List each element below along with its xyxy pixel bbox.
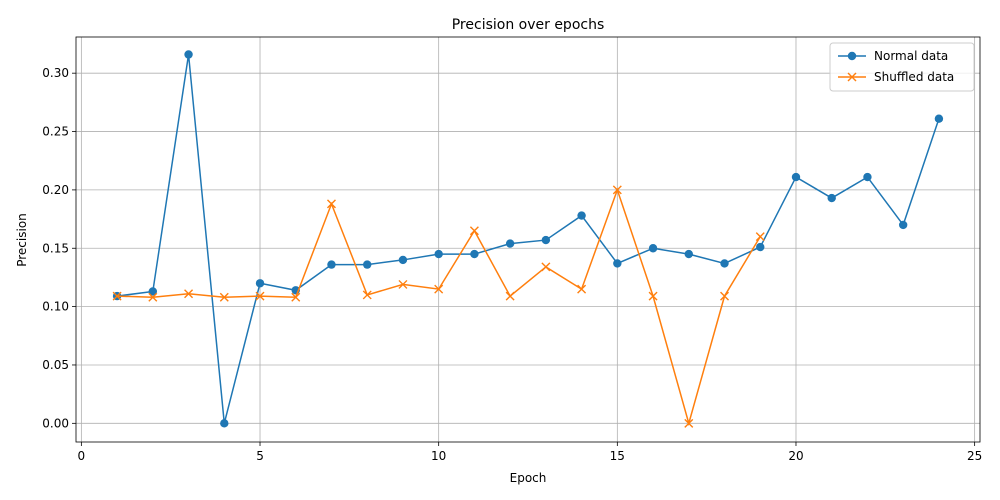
- plot-area-frame: [75, 36, 981, 443]
- data-point-shuffled-data: [184, 289, 194, 299]
- data-point-shuffled-data: [469, 226, 479, 236]
- legend-item-shuffled-data: Shuffled data: [838, 70, 954, 84]
- data-point-normal-data: [327, 260, 336, 269]
- data-point-normal-data: [541, 235, 551, 245]
- x-axis-ticks: 0 5 10 15 20 25: [78, 442, 982, 463]
- data-point-shuffled-data: [326, 199, 336, 209]
- data-point-normal-data: [220, 419, 229, 428]
- data-point-normal-data: [863, 172, 872, 182]
- data-point-normal-data: [720, 259, 729, 268]
- data-point-normal-data: [470, 249, 479, 259]
- legend-box: [829, 42, 975, 92]
- data-point-shuffled-data: [505, 291, 515, 301]
- y-tick-label: 0.15: [42, 241, 69, 255]
- data-point-normal-data: [148, 287, 158, 296]
- x-tick-label: 15: [610, 449, 625, 463]
- data-point-normal-data: [684, 249, 693, 259]
- data-point-normal-data: [827, 193, 836, 203]
- data-point-shuffled-data: [684, 418, 694, 428]
- y-axis-ticks: 0.00 0.05 0.10 0.15 0.20 0.25 0.30: [42, 66, 76, 430]
- data-point-shuffled-data: [648, 291, 658, 301]
- y-tick-label: 0.25: [42, 125, 69, 139]
- y-tick-label: 0.20: [42, 183, 69, 197]
- data-point-shuffled-data: [362, 290, 372, 300]
- chart-title: Precision over epochs: [452, 17, 605, 33]
- data-point-shuffled-data: [755, 232, 765, 242]
- data-point-shuffled-data: [541, 262, 551, 272]
- data-point-shuffled-data: [112, 291, 122, 301]
- data-point-normal-data: [934, 114, 944, 123]
- data-point-normal-data: [505, 239, 515, 248]
- x-tick-label: 20: [788, 449, 803, 463]
- grid: [76, 37, 980, 442]
- x-tick-label: 25: [967, 449, 982, 463]
- legend-label: Normal data: [874, 49, 948, 63]
- data-point-normal-data: [363, 260, 372, 269]
- legend-label: Shuffled data: [874, 70, 954, 84]
- y-tick-label: 0.30: [42, 66, 69, 80]
- data-point-normal-data: [791, 172, 801, 182]
- data-point-shuffled-data: [148, 292, 158, 302]
- data-point-shuffled-data: [612, 185, 622, 195]
- data-point-shuffled-data: [398, 279, 408, 289]
- y-tick-label: 0.00: [42, 416, 69, 430]
- data-point-normal-data: [255, 279, 265, 288]
- x-axis-label: Epoch: [510, 471, 547, 485]
- x-tick-label: 10: [431, 449, 446, 463]
- x-tick-label: 5: [256, 449, 264, 463]
- data-point-shuffled-data: [720, 291, 730, 301]
- data-point-normal-data: [184, 50, 193, 59]
- data-point-normal-data: [898, 220, 908, 230]
- legend-marker: [847, 72, 857, 82]
- series-shuffled-data: [112, 185, 765, 428]
- series-line-normal-data: [116, 54, 940, 424]
- y-tick-label: 0.05: [42, 358, 69, 372]
- data-point-normal-data: [648, 244, 658, 253]
- data-point-normal-data: [613, 259, 622, 268]
- y-tick-label: 0.10: [42, 300, 69, 314]
- data-point-shuffled-data: [255, 291, 265, 301]
- legend-marker: [847, 51, 857, 61]
- y-axis-label: Precision: [15, 213, 29, 267]
- data-point-shuffled-data: [219, 292, 229, 302]
- data-point-normal-data: [577, 211, 586, 220]
- data-point-shuffled-data: [434, 284, 444, 294]
- data-point-normal-data: [398, 255, 408, 265]
- data-point-shuffled-data: [291, 292, 301, 302]
- legend-item-normal-data: Normal data: [838, 49, 948, 63]
- data-point-normal-data: [434, 249, 443, 259]
- data-point-normal-data: [756, 242, 765, 252]
- data-point-shuffled-data: [577, 284, 587, 294]
- legend: Normal data Shuffled data: [829, 42, 975, 92]
- x-tick-label: 0: [78, 449, 86, 463]
- series-layer: [112, 50, 944, 428]
